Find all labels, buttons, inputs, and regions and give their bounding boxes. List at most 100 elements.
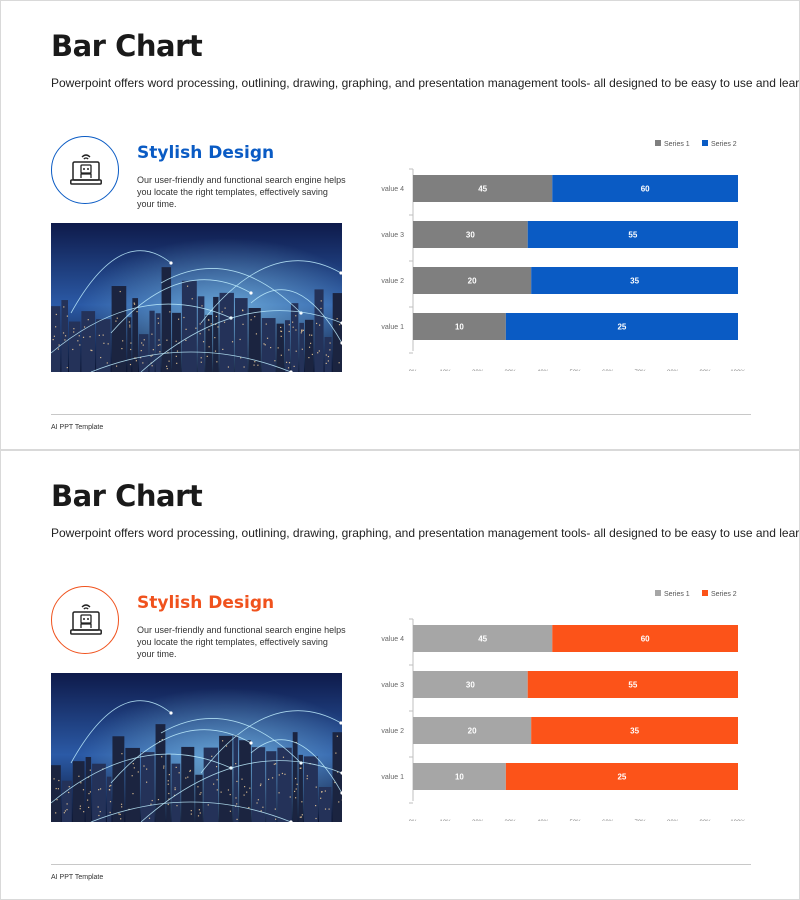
x-tick-label: 80% bbox=[667, 820, 680, 821]
window-light bbox=[208, 329, 210, 331]
window-light bbox=[320, 307, 322, 310]
network-node bbox=[339, 271, 342, 275]
window-light bbox=[210, 323, 212, 325]
window-light bbox=[295, 350, 297, 352]
building bbox=[112, 736, 125, 822]
building bbox=[219, 292, 234, 372]
building bbox=[266, 751, 277, 822]
window-light bbox=[166, 368, 168, 370]
window-light bbox=[225, 745, 228, 747]
window-light bbox=[89, 769, 91, 771]
window-light bbox=[295, 797, 297, 799]
window-light bbox=[185, 339, 187, 342]
window-light bbox=[176, 805, 178, 807]
window-light bbox=[120, 818, 122, 820]
window-light bbox=[295, 788, 297, 790]
window-light bbox=[83, 326, 86, 328]
window-light bbox=[259, 784, 262, 787]
window-light bbox=[266, 337, 269, 339]
window-light bbox=[159, 344, 161, 346]
window-light bbox=[79, 344, 81, 346]
window-light bbox=[325, 362, 327, 364]
category-label: value 1 bbox=[381, 324, 404, 331]
window-light bbox=[121, 806, 123, 808]
window-light bbox=[278, 774, 280, 776]
network-arc bbox=[140, 760, 342, 822]
data-label: 60 bbox=[641, 635, 650, 644]
building bbox=[68, 321, 81, 372]
window-light bbox=[72, 348, 74, 351]
window-light bbox=[321, 791, 323, 793]
building bbox=[51, 306, 61, 372]
window-light bbox=[58, 779, 60, 782]
window-light bbox=[285, 361, 288, 363]
window-light bbox=[77, 340, 79, 342]
data-label: 45 bbox=[478, 185, 487, 194]
window-light bbox=[257, 364, 259, 366]
legend-label: Series 1 bbox=[664, 591, 690, 598]
window-light bbox=[132, 793, 134, 795]
category-label: value 2 bbox=[381, 728, 404, 735]
window-light bbox=[100, 356, 102, 359]
window-light bbox=[141, 342, 143, 344]
window-light bbox=[109, 811, 111, 814]
building bbox=[219, 735, 233, 822]
window-light bbox=[257, 799, 259, 801]
window-light bbox=[280, 330, 283, 333]
window-light bbox=[335, 752, 337, 754]
window-light bbox=[199, 333, 201, 335]
window-light bbox=[299, 816, 301, 818]
window-light bbox=[78, 775, 80, 777]
window-light bbox=[174, 787, 176, 789]
window-light bbox=[280, 326, 282, 329]
window-light bbox=[324, 808, 327, 810]
window-light bbox=[163, 765, 165, 767]
window-light bbox=[274, 763, 277, 765]
window-light bbox=[63, 812, 65, 814]
window-light bbox=[324, 790, 326, 792]
building bbox=[61, 300, 68, 372]
window-light bbox=[317, 352, 319, 354]
window-light bbox=[315, 322, 318, 325]
window-light bbox=[240, 357, 242, 359]
window-light bbox=[264, 344, 266, 346]
window-light bbox=[137, 771, 139, 773]
network-node bbox=[340, 791, 342, 795]
x-tick-label: 10% bbox=[439, 820, 452, 821]
bar-segment bbox=[527, 221, 738, 248]
robot-laptop-icon bbox=[70, 154, 102, 185]
building bbox=[332, 293, 342, 372]
window-light bbox=[208, 319, 210, 321]
window-light bbox=[133, 303, 136, 305]
window-light bbox=[158, 339, 160, 341]
window-light bbox=[262, 806, 264, 808]
legend-swatch bbox=[702, 590, 708, 596]
window-light bbox=[55, 812, 57, 814]
building bbox=[233, 734, 239, 822]
window-light bbox=[190, 810, 192, 812]
window-light bbox=[175, 340, 177, 342]
window-light bbox=[168, 798, 170, 800]
window-light bbox=[109, 801, 112, 803]
window-light bbox=[300, 332, 302, 334]
bar-segment bbox=[531, 717, 738, 744]
data-label: 25 bbox=[617, 323, 626, 332]
building bbox=[172, 312, 181, 372]
window-light bbox=[90, 349, 92, 351]
window-light bbox=[109, 785, 111, 787]
window-light bbox=[55, 313, 57, 316]
window-light bbox=[52, 338, 54, 341]
network-arc bbox=[160, 268, 302, 314]
window-light bbox=[129, 363, 132, 366]
window-light bbox=[249, 787, 251, 789]
window-light bbox=[68, 791, 70, 794]
building bbox=[149, 310, 155, 372]
building bbox=[161, 267, 172, 372]
window-light bbox=[150, 355, 152, 357]
window-light bbox=[99, 811, 101, 813]
window-light bbox=[119, 813, 121, 816]
network-node bbox=[340, 321, 342, 325]
data-label: 10 bbox=[455, 773, 464, 782]
window-light bbox=[241, 778, 243, 780]
network-node bbox=[289, 820, 293, 822]
